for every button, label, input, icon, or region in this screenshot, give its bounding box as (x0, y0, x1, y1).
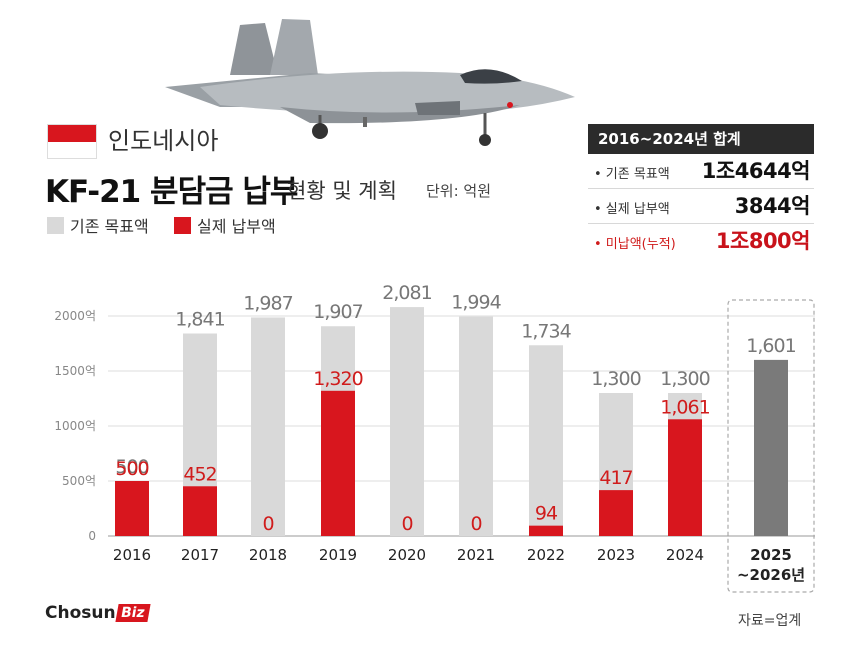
legend-item-target: 기존 목표액 (47, 213, 149, 237)
source-label: 자료=업계 (738, 613, 802, 629)
bar-actual (599, 490, 633, 536)
x-tick-label: 2017 (181, 546, 219, 564)
x-tick-label: ~2026년 (737, 566, 805, 584)
legend-swatch-actual (174, 216, 191, 234)
data-label-actual: 500 (115, 458, 148, 480)
bar-target (754, 359, 788, 536)
data-label-actual: 0 (470, 513, 481, 535)
data-label-target: 1,601 (746, 335, 795, 357)
logo-text: Chosun (45, 603, 116, 623)
data-label-target: 1,734 (521, 320, 571, 342)
y-tick-label: 2000억 (54, 309, 96, 323)
plan-column-frame (727, 299, 815, 593)
x-tick-label: 2024 (666, 546, 704, 564)
y-tick-label: 1000억 (54, 419, 96, 433)
country-label: 인도네시아 (108, 127, 219, 155)
bar-actual (321, 390, 355, 536)
summary-row-target: • 기존 목표액 1조4644억 (588, 154, 814, 189)
chart-title: KF-21 분담금 납부 (45, 174, 298, 210)
data-label-target: 1,841 (175, 308, 224, 330)
summary-row-unpaid: • 미납액(누적) 1조800억 (588, 224, 814, 258)
x-tick-label: 2018 (249, 546, 287, 564)
bar-actual (529, 525, 563, 536)
summary-title: 2016~2024년 합계 (588, 124, 814, 154)
bar-actual (668, 419, 702, 536)
y-tick-label: 1500억 (54, 364, 96, 378)
bar-target (529, 345, 563, 536)
summary-box: 2016~2024년 합계 • 기존 목표액 1조4644억 • 실제 납부액 … (588, 124, 814, 258)
data-label-target: 1,994 (451, 292, 501, 314)
logo-badge: Biz (115, 604, 150, 622)
x-tick-label: 2025 (750, 546, 792, 564)
unit-label: 단위: 억원 (426, 182, 492, 200)
legend-item-actual: 실제 납부액 (174, 213, 276, 237)
bar-target (459, 316, 493, 536)
data-label-target: 500 (115, 456, 148, 478)
legend-label-target: 기존 목표액 (70, 217, 149, 236)
summary-row-actual: • 실제 납부액 3844억 (588, 189, 814, 224)
summary-label: • 기존 목표액 (594, 167, 670, 182)
data-label-target: 1,907 (313, 301, 362, 323)
legend-swatch-target (47, 216, 64, 234)
data-label-actual: 94 (535, 503, 558, 525)
indonesia-flag-icon (47, 124, 97, 159)
legend-label-actual: 실제 납부액 (197, 217, 276, 236)
summary-value: 1조4644억 (701, 159, 811, 183)
summary-label: • 미납액(누적) (594, 237, 676, 252)
chosun-biz-logo: Chosun Biz (45, 603, 150, 623)
x-tick-label: 2016 (113, 546, 151, 564)
data-label-actual: 1,061 (660, 396, 709, 418)
data-label-target: 1,300 (591, 368, 640, 390)
bar-target (390, 307, 424, 536)
data-label-actual: 0 (401, 513, 412, 535)
x-tick-label: 2019 (319, 546, 357, 564)
data-label-actual: 417 (599, 467, 632, 489)
bar-actual (183, 486, 217, 536)
data-label-target: 1,300 (660, 368, 709, 390)
data-label-actual: 0 (262, 513, 273, 535)
bar-actual (115, 481, 149, 536)
summary-value: 3844억 (734, 194, 811, 218)
data-label-target: 1,987 (243, 292, 292, 314)
kf21-jet-image (165, 19, 575, 146)
x-tick-label: 2020 (388, 546, 426, 564)
data-label-target: 2,081 (382, 282, 431, 304)
data-label-actual: 452 (183, 463, 216, 485)
y-tick-label: 0 (88, 529, 96, 543)
x-tick-label: 2022 (527, 546, 565, 564)
x-tick-label: 2023 (597, 546, 635, 564)
y-tick-label: 500억 (62, 474, 96, 488)
summary-label: • 실제 납부액 (594, 202, 670, 217)
summary-value: 1조800억 (715, 229, 811, 253)
data-label-actual: 1,320 (313, 368, 362, 390)
x-tick-label: 2021 (457, 546, 495, 564)
bar-target (251, 317, 285, 536)
chart-subtitle: 현황 및 계획 (287, 179, 397, 203)
